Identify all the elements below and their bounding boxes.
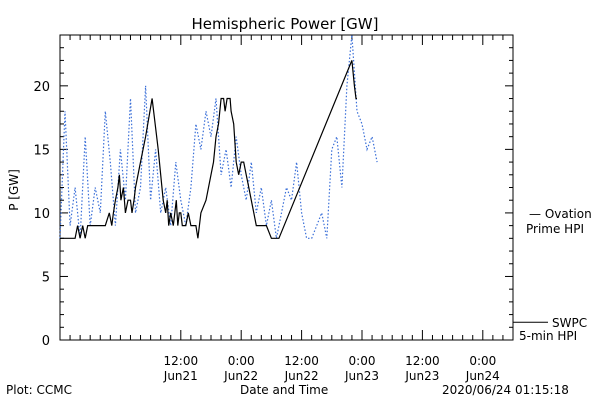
series-lines: [59, 34, 378, 239]
x-tick-time-label: 12:00: [284, 354, 319, 368]
legend-ovation-label-2: Prime HPI: [526, 222, 584, 236]
legend-ovation-label: — Ovation: [529, 207, 592, 221]
chart-title: Hemispheric Power [GW]: [192, 15, 379, 33]
y-tick-label: 15: [33, 143, 50, 158]
x-tick-time-label: 0:00: [228, 354, 255, 368]
legend-swpc-label-2: 5-min HPI: [519, 329, 577, 343]
y-tick-label: 10: [33, 207, 50, 222]
x-tick-date-label: Jun22: [284, 369, 319, 383]
x-tick-date-label: Jun21: [163, 369, 198, 383]
x-tick-time-label: 12:00: [405, 354, 440, 368]
x-tick-date-label: Jun22: [223, 369, 258, 383]
x-axis-ticks: 12:00Jun210:00Jun2212:00Jun220:00Jun2312…: [69, 35, 504, 383]
footer-xaxis-title: Date and Time: [240, 383, 329, 397]
plot-area-frame: [59, 34, 514, 341]
x-tick-date-label: Jun23: [344, 369, 379, 383]
x-tick-date-label: Jun23: [404, 369, 439, 383]
x-tick-time-label: 0:00: [349, 354, 376, 368]
legend-swpc-label: SWPC: [552, 316, 587, 330]
x-tick-time-label: 0:00: [469, 354, 496, 368]
y-axis-ticks: 0 5 10 15 20: [33, 34, 513, 349]
x-tick-date-label: Jun24: [465, 369, 500, 383]
x-tick-time-label: 12:00: [164, 354, 199, 368]
footer-timestamp: 2020/06/24 01:15:18: [442, 383, 569, 397]
swpc-hpi-line: [60, 60, 357, 239]
y-tick-label: 5: [42, 270, 50, 285]
footer-plot-credit: Plot: CCMC: [6, 383, 72, 397]
y-tick-label: 0: [42, 334, 50, 349]
y-axis-label: P [GW]: [7, 169, 21, 211]
ovation-prime-hpi-line: [59, 34, 378, 239]
y-tick-label: 20: [33, 80, 50, 95]
